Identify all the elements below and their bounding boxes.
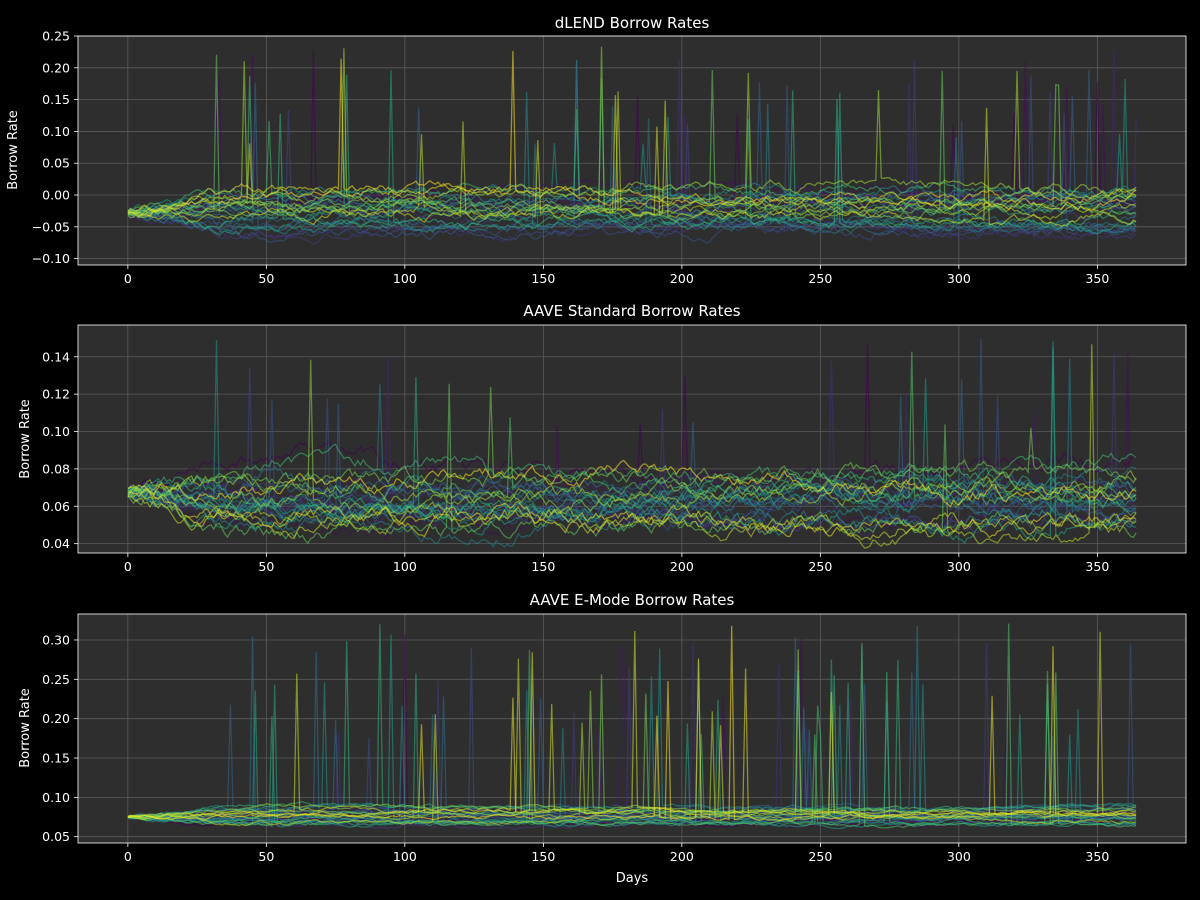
y-tick-label: 0.25 <box>42 672 70 687</box>
series-line <box>127 99 1137 233</box>
y-tick-label: 0.08 <box>42 461 70 476</box>
y-tick-label: 0.15 <box>42 751 70 766</box>
y-tick-label: 0.15 <box>42 92 70 107</box>
series-line <box>127 659 1137 827</box>
series-line <box>127 466 1137 522</box>
x-tick-label: 200 <box>670 559 694 574</box>
y-tick-label: 0.10 <box>42 124 70 139</box>
x-tick-label: 50 <box>258 559 274 574</box>
x-tick-label: 0 <box>124 271 132 286</box>
y-tick-label: 0.05 <box>42 829 70 844</box>
x-tick-label: 300 <box>947 559 971 574</box>
series-line <box>127 50 1137 213</box>
x-tick-label: 250 <box>808 271 832 286</box>
plot-frame <box>77 613 1187 844</box>
x-tick-label: 300 <box>947 849 971 864</box>
y-tick-label: 0.20 <box>42 711 70 726</box>
y-tick-label: 0.30 <box>42 632 70 647</box>
series-line <box>127 104 1137 235</box>
x-tick-label: 0 <box>124 849 132 864</box>
y-tick-label: 0.12 <box>42 387 70 402</box>
series-line <box>127 711 1137 827</box>
series-line <box>127 630 1137 820</box>
series-line <box>127 338 1137 533</box>
series-lines <box>127 623 1137 831</box>
x-tick-label: 200 <box>670 849 694 864</box>
y-tick-label: 0.10 <box>42 424 70 439</box>
x-axis-label: Days <box>616 871 649 886</box>
y-axis-label: Borrow Rate <box>6 110 21 190</box>
y-tick-label: 0.20 <box>42 60 70 75</box>
plot-frame <box>77 35 1187 266</box>
plot-frame <box>77 324 1187 554</box>
y-tick-label: 0.06 <box>42 499 70 514</box>
y-tick-label: 0.25 <box>42 29 70 44</box>
series-line <box>127 95 1137 228</box>
y-axis-label: Borrow Rate <box>18 399 33 479</box>
axis-ticks: 0 50 100 150 200 250 300 350 0.04 0.06 0.08 0.10 0.1… <box>42 349 1109 574</box>
y-tick-label: 0.04 <box>42 536 70 551</box>
chart-title: AAVE E-Mode Borrow Rates <box>530 591 735 609</box>
series-line <box>127 353 1137 540</box>
series-line <box>127 378 1137 536</box>
series-line <box>127 484 1137 539</box>
x-tick-label: 250 <box>808 849 832 864</box>
series-line <box>127 376 1137 523</box>
x-tick-label: 250 <box>808 559 832 574</box>
x-tick-label: 0 <box>124 559 132 574</box>
series-line <box>127 84 1137 223</box>
y-tick-label: 0.14 <box>42 349 70 364</box>
series-line <box>127 48 1137 219</box>
x-tick-label: 200 <box>670 271 694 286</box>
x-tick-label: 100 <box>393 559 417 574</box>
y-tick-label: −0.05 <box>32 219 70 234</box>
series-line <box>127 351 1137 517</box>
axis-ticks: 0 50 100 150 200 250 300 350 0.05 0.10 0.15 0.20 0.2… <box>42 632 1109 864</box>
x-tick-label: 150 <box>531 559 555 574</box>
series-line <box>127 106 1137 233</box>
series-line <box>127 70 1137 237</box>
series-line <box>127 625 1137 822</box>
series-line <box>127 59 1137 217</box>
series-line <box>127 359 1137 515</box>
chart-aave-standard: AAVE Standard Borrow Rates Borrow Rate 0… <box>18 302 1187 574</box>
chart-aave-emode: AAVE E-Mode Borrow Rates Borrow Rate Day… <box>18 591 1187 886</box>
y-tick-label: −0.10 <box>32 251 70 266</box>
y-tick-label: 0.00 <box>42 188 70 203</box>
x-tick-label: 100 <box>393 849 417 864</box>
x-tick-label: 350 <box>1085 849 1109 864</box>
y-axis-label: Borrow Rate <box>18 688 33 768</box>
y-tick-label: 0.10 <box>42 790 70 805</box>
x-tick-label: 50 <box>258 849 274 864</box>
series-line <box>127 469 1137 509</box>
series-line <box>127 191 1137 220</box>
series-line <box>127 143 1137 212</box>
series-line <box>127 195 1137 219</box>
series-line <box>127 459 1137 508</box>
series-line <box>127 54 1137 221</box>
chart-dlend: dLEND Borrow Rates Borrow Rate 0 50 100 150… <box>6 14 1187 287</box>
x-tick-label: 50 <box>258 271 274 286</box>
chart-title: dLEND Borrow Rates <box>555 14 710 32</box>
x-tick-label: 150 <box>531 849 555 864</box>
x-tick-label: 100 <box>393 271 417 286</box>
series-line <box>127 443 1137 496</box>
chart-title: AAVE Standard Borrow Rates <box>523 302 740 320</box>
series-lines <box>127 46 1137 245</box>
x-tick-label: 350 <box>1085 559 1109 574</box>
x-tick-label: 150 <box>531 271 555 286</box>
series-line <box>127 183 1137 219</box>
x-tick-label: 300 <box>947 271 971 286</box>
series-line <box>127 634 1137 830</box>
y-tick-label: 0.05 <box>42 156 70 171</box>
series-line <box>127 74 1137 223</box>
series-lines <box>127 338 1137 549</box>
series-line <box>127 59 1137 244</box>
axis-ticks: 0 50 100 150 200 250 300 350 −0.10 −0.05 0.00 0.05 0… <box>32 29 1110 287</box>
x-tick-label: 350 <box>1085 271 1109 286</box>
